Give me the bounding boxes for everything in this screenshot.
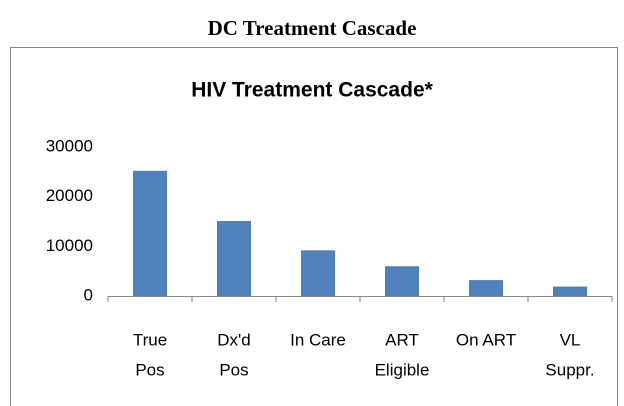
bar	[553, 286, 587, 296]
chart-title: HIV Treatment Cascade*	[191, 79, 433, 102]
bar	[301, 250, 335, 296]
x-tick-label: ART	[385, 330, 419, 349]
x-tick-label: VL	[560, 330, 581, 349]
bar	[133, 170, 167, 296]
x-tick-label: In Care	[290, 330, 346, 349]
x-tick-label: Dx'd	[217, 330, 250, 349]
x-tick-label: Pos	[219, 360, 248, 379]
y-tick-label: 30000	[46, 136, 93, 155]
bar	[385, 266, 419, 296]
chart-frame	[10, 47, 618, 406]
x-tick-label: Suppr.	[545, 360, 594, 379]
y-tick-label: 0	[84, 285, 93, 304]
bar	[469, 280, 503, 296]
page-title: DC Treatment Cascade	[208, 16, 417, 40]
bar	[217, 221, 251, 296]
x-tick-label: Pos	[135, 360, 164, 379]
x-tick-label: True	[133, 330, 167, 349]
x-tick-label: Eligible	[375, 360, 430, 379]
y-tick-label: 20000	[46, 186, 93, 205]
y-tick-label: 10000	[46, 236, 93, 255]
x-tick-label: On ART	[456, 330, 516, 349]
